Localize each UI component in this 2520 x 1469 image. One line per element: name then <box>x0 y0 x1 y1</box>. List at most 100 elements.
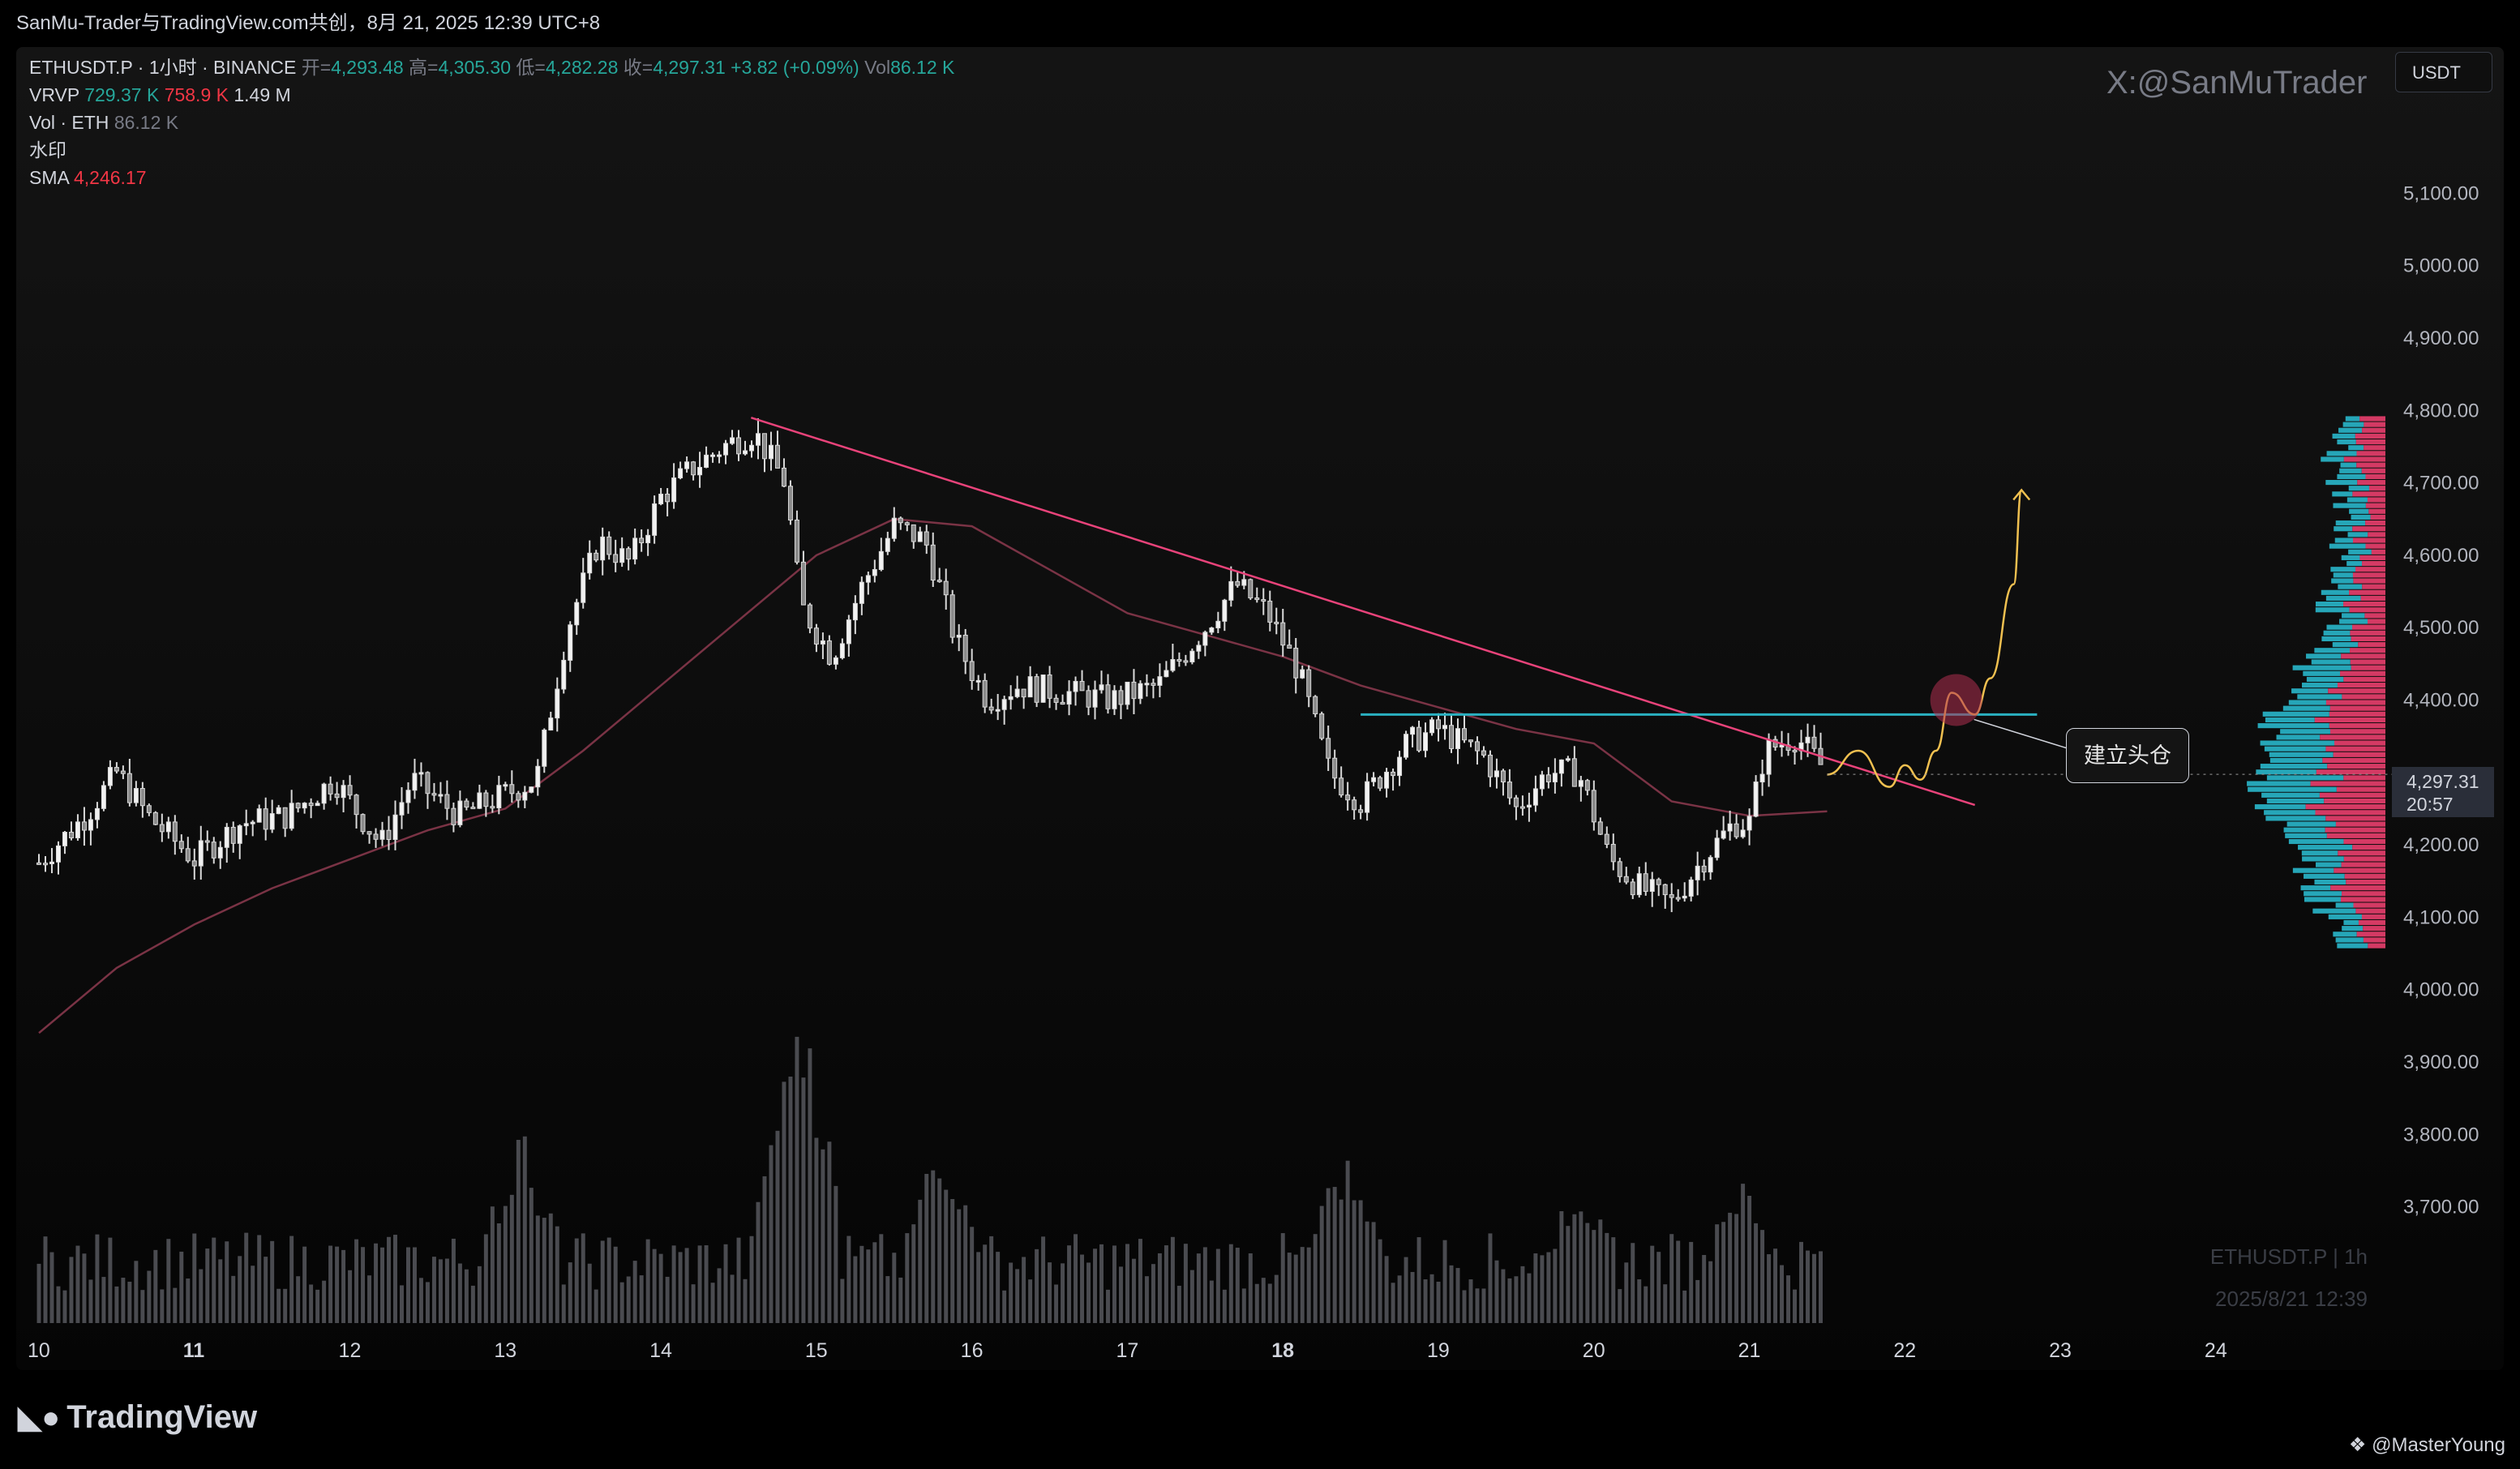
volume-bar <box>769 1145 774 1323</box>
vrvp-down-bar <box>2341 653 2385 659</box>
volume-bar <box>1442 1240 1447 1323</box>
candle-body <box>217 846 223 859</box>
volume-bar <box>1618 1289 1622 1323</box>
vrvp-up-bar <box>2288 700 2326 705</box>
candle-body <box>483 792 489 807</box>
candle-body <box>949 594 955 638</box>
candle-body <box>1759 773 1765 783</box>
candle-body <box>88 819 93 831</box>
chart-frame <box>16 47 2504 1370</box>
candle-body <box>49 861 54 864</box>
volume-bar <box>1248 1253 1253 1323</box>
volume-bar <box>470 1285 475 1323</box>
symbol-info-row[interactable]: ETHUSDT.P · 1小时 · BINANCE 开=4,293.48 高=4… <box>29 54 954 81</box>
candle-body <box>1086 690 1091 708</box>
time-axis-tick: 10 <box>28 1339 50 1362</box>
volume-bar <box>846 1236 851 1323</box>
volume-bar <box>1747 1195 1752 1323</box>
candle-body <box>632 537 638 560</box>
candle-body <box>1404 734 1409 758</box>
annotation-callout[interactable]: 建立头仓 <box>2066 728 2189 783</box>
tradingview-logo[interactable]: ◣● TradingView <box>18 1399 257 1436</box>
watermark-row[interactable]: 水印 <box>29 136 954 164</box>
vrvp-up-bar <box>2315 607 2350 613</box>
volume-bar <box>244 1232 249 1323</box>
vrvp-down-bar <box>2329 729 2385 734</box>
volume-row[interactable]: Vol · ETH 86.12 K <box>29 109 954 136</box>
candle-body <box>139 788 145 807</box>
volume-bar <box>723 1244 728 1323</box>
volume-bar <box>1371 1222 1376 1323</box>
vrvp-up-bar <box>2328 914 2362 919</box>
time-axis-tick: 24 <box>2205 1339 2227 1362</box>
volume-bar <box>1695 1279 1700 1323</box>
volume-bar <box>1170 1236 1175 1323</box>
vrvp-up-bar <box>2346 561 2363 567</box>
volume-bar <box>730 1274 735 1323</box>
vrvp-up-bar <box>2292 867 2334 873</box>
vrvp-down-bar <box>2335 821 2385 827</box>
sma-label: SMA <box>29 167 69 188</box>
candle-body <box>75 821 80 839</box>
vrvp-down-bar <box>2365 503 2385 508</box>
volume-bar <box>251 1266 255 1323</box>
volume-bar <box>1780 1265 1785 1323</box>
volume-bar <box>548 1213 553 1323</box>
candle-body <box>302 803 307 809</box>
price-axis-tick: 3,900.00 <box>2403 1051 2479 1073</box>
vrvp-up-bar <box>2260 740 2334 746</box>
vrvp-down-bar <box>2333 752 2385 757</box>
candle-body <box>230 826 236 844</box>
volume-bar <box>788 1076 793 1323</box>
candle-body <box>1209 627 1215 633</box>
volume-bar <box>775 1130 780 1323</box>
volume-bar <box>606 1237 611 1323</box>
volume-bar <box>457 1263 462 1323</box>
vrvp-down-bar <box>2334 867 2385 873</box>
vrvp-down-bar <box>2352 845 2385 850</box>
candle-body <box>1345 794 1351 801</box>
vrvp-up-bar <box>2265 816 2326 821</box>
vrvp-down-bar <box>2361 914 2385 919</box>
candle-body <box>1649 879 1655 892</box>
sma-row[interactable]: SMA 4,246.17 <box>29 164 954 191</box>
vrvp-down-bar <box>2355 567 2385 572</box>
vrvp-down-bar <box>2362 584 2385 589</box>
vrvp-row[interactable]: VRVP 729.37 K 758.9 K 1.49 M <box>29 81 954 109</box>
volume-bar <box>322 1280 327 1323</box>
volume-bar <box>1125 1244 1129 1323</box>
volume-bar <box>1637 1279 1642 1323</box>
candle-body <box>1053 697 1059 703</box>
candle-body <box>1558 759 1564 774</box>
candle-body <box>1196 645 1202 652</box>
volume-bar <box>431 1257 436 1323</box>
vrvp-down-bar <box>2325 827 2385 833</box>
volume-bar <box>328 1245 333 1323</box>
volume-bar <box>555 1226 559 1323</box>
symbol-label[interactable]: ETHUSDT.P · 1小时 · BINANCE <box>29 57 297 78</box>
candle-body <box>1623 876 1629 883</box>
candle-body <box>522 791 528 801</box>
candle-body <box>1695 865 1700 880</box>
vrvp-down-bar <box>2305 804 2385 810</box>
volume-bar <box>354 1239 359 1323</box>
candle-body <box>224 826 229 848</box>
candle-body <box>1494 770 1499 777</box>
volume-bar <box>963 1205 968 1323</box>
candle-body <box>1008 696 1014 700</box>
candle-body <box>315 803 320 807</box>
volume-bar <box>348 1270 353 1323</box>
candle-body <box>852 602 858 621</box>
candle-body <box>1079 680 1085 692</box>
candle-body <box>1300 669 1305 679</box>
volume-bar <box>309 1284 314 1323</box>
vrvp-down-bar <box>2367 497 2385 503</box>
currency-button[interactable]: USDT <box>2395 52 2492 92</box>
candle-body <box>328 783 333 794</box>
candle-body <box>185 848 191 862</box>
volume-bar <box>418 1278 423 1323</box>
vrvp-label: VRVP <box>29 84 79 105</box>
volume-bar <box>613 1246 618 1323</box>
volume-bar <box>166 1239 171 1323</box>
